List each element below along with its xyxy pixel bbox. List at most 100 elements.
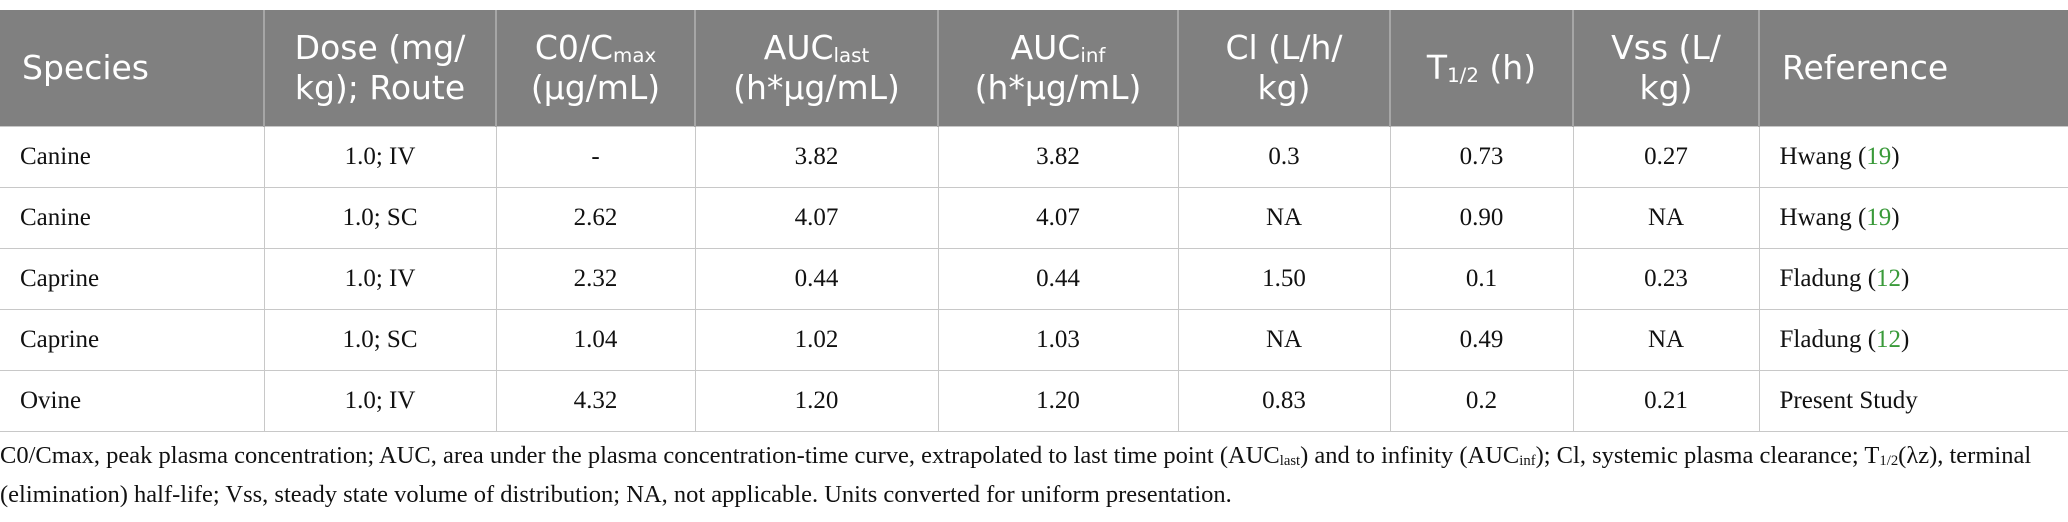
text: C0/Cmax, peak plasma concentration; AUC,…: [0, 442, 1280, 469]
table-cell: 1.0; IV: [263, 370, 497, 432]
text: ) and to infinity (AUC: [1300, 442, 1520, 469]
text: Vss (L/ kg): [1611, 28, 1721, 107]
text: Hwang (: [1779, 143, 1867, 170]
text: (λz), terminal (elimination) half-life; …: [0, 442, 2032, 508]
subscript: last: [1279, 453, 1301, 470]
table-cell: Fladung (12): [1758, 309, 2068, 371]
table-cell: 2.32: [495, 248, 696, 310]
table-cell: 0.73: [1389, 126, 1574, 188]
table-row: Canine 1.0; SC 2.62 4.07 4.07 NA 0.90 NA Hwang (…: [0, 187, 2068, 249]
table-cell: -: [495, 126, 696, 188]
table-cell: 0.2: [1389, 370, 1574, 432]
text: Cl (L/h/ kg): [1225, 28, 1343, 107]
header-cell: C0/Cmax (μg/mL): [495, 10, 695, 127]
table-cell: 3.82: [694, 126, 939, 188]
text: Present Study: [1779, 387, 1918, 414]
table-cell: Hwang (19): [1758, 187, 2068, 249]
text: Fladung (: [1779, 326, 1877, 353]
subscript: inf: [1080, 43, 1106, 67]
table-cell: Fladung (12): [1758, 248, 2068, 310]
table-cell: 0.1: [1389, 248, 1574, 310]
table-cell: 1.03: [937, 309, 1179, 371]
text: (h*μg/mL): [733, 68, 900, 107]
reference-link: 12: [1876, 326, 1902, 353]
subscript: 1/2: [1447, 63, 1479, 87]
table-cell: 0.49: [1389, 309, 1574, 371]
subscript: 1/2: [1879, 453, 1899, 470]
table-cell: NA: [1177, 309, 1391, 371]
table-cell: 2.62: [495, 187, 696, 249]
table-cell: 1.0; SC: [263, 309, 497, 371]
table-cell: Canine: [0, 126, 265, 188]
header-cell: AUClast (h*μg/mL): [694, 10, 938, 127]
text: (h): [1478, 48, 1537, 87]
header-cell: Dose (mg/ kg); Route: [263, 10, 496, 127]
text: Dose (mg/ kg); Route: [294, 28, 466, 107]
table-cell: 4.07: [937, 187, 1179, 249]
table-cell: Caprine: [0, 248, 265, 310]
header-cell: AUCinf (h*μg/mL): [937, 10, 1178, 127]
text: ): [1901, 265, 1910, 292]
text: (μg/mL): [530, 68, 661, 107]
text: (h*μg/mL): [974, 68, 1142, 107]
table-cell: 1.0; IV: [263, 248, 497, 310]
table-row: Caprine 1.0; IV 2.32 0.44 0.44 1.50 0.1 0.23 Fla…: [0, 248, 2068, 310]
table-cell: 1.04: [495, 309, 696, 371]
header-row: Species Dose (mg/ kg); Route C0/Cmax (μg/m…: [0, 10, 2068, 127]
text: ): [1891, 204, 1900, 231]
table-row: Ovine 1.0; IV 4.32 1.20 1.20 0.83 0.2 0.21 Prese…: [0, 370, 2068, 432]
table-cell: Canine: [0, 187, 265, 249]
table-cell: 0.27: [1572, 126, 1760, 188]
header-cell: Species: [0, 10, 264, 127]
header-cell: Cl (L/h/ kg): [1177, 10, 1390, 127]
table-cell: 1.02: [694, 309, 939, 371]
text: Species: [22, 48, 150, 87]
footnote: C0/Cmax, peak plasma concentration; AUC,…: [0, 436, 2060, 514]
table-cell: 0.90: [1389, 187, 1574, 249]
table-cell: 1.0; SC: [263, 187, 497, 249]
table-cell: Caprine: [0, 309, 265, 371]
header-cell: Reference: [1758, 10, 2068, 127]
header-cell: Vss (L/ kg): [1572, 10, 1759, 127]
subscript: max: [613, 43, 657, 67]
text: AUC: [1010, 28, 1081, 67]
subscript: inf: [1519, 453, 1536, 470]
table-row: Caprine 1.0; SC 1.04 1.02 1.03 NA 0.49 NA Fladun…: [0, 309, 2068, 371]
text: ): [1891, 143, 1900, 170]
table-cell: 4.07: [694, 187, 939, 249]
table-cell: 0.3: [1177, 126, 1391, 188]
text: Reference: [1782, 48, 1949, 87]
table-cell: NA: [1572, 309, 1760, 371]
text: ): [1901, 326, 1910, 353]
table-cell: NA: [1177, 187, 1391, 249]
header-cell: T1/2 (h): [1389, 10, 1573, 127]
table-cell: 0.44: [694, 248, 939, 310]
table-cell: Present Study: [1758, 370, 2068, 432]
table-cell: 1.50: [1177, 248, 1391, 310]
table-cell: 0.23: [1572, 248, 1760, 310]
reference-link: 19: [1866, 143, 1892, 170]
table-cell: Ovine: [0, 370, 265, 432]
reference-link: 19: [1866, 204, 1892, 231]
reference-link: 12: [1876, 265, 1902, 292]
text: Hwang (: [1779, 204, 1867, 231]
text: C0/C: [534, 28, 614, 67]
table-cell: 1.0; IV: [263, 126, 497, 188]
text: ); Cl, systemic plasma clearance; T: [1535, 442, 1880, 469]
table-cell: 0.21: [1572, 370, 1760, 432]
table-cell: 3.82: [937, 126, 1179, 188]
text: AUC: [763, 28, 834, 67]
text: T: [1426, 48, 1448, 87]
table-cell: 4.32: [495, 370, 696, 432]
table-cell: 0.44: [937, 248, 1179, 310]
table-cell: Hwang (19): [1758, 126, 2068, 188]
table-row: Canine 1.0; IV -3.82 3.82 0.3 0.73 0.27 Hwang (…: [0, 126, 2068, 188]
table-cell: 1.20: [937, 370, 1179, 432]
table-cell: 0.83: [1177, 370, 1391, 432]
table-cell: 1.20: [694, 370, 939, 432]
subscript: last: [833, 43, 870, 67]
text: Fladung (: [1779, 265, 1877, 292]
table-body: Canine 1.0; IV -3.82 3.82 0.3 0.73 0.27 Hwang (…: [0, 126, 2068, 432]
data-table: Species Dose (mg/ kg); Route C0/Cmax (μg/m…: [0, 10, 2068, 432]
